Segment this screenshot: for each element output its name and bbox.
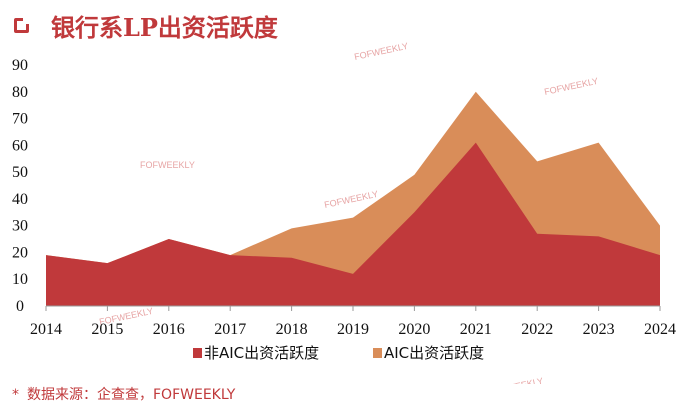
chart-areas <box>46 91 660 307</box>
chart-axes <box>45 305 661 311</box>
y-tick-label: 90 <box>12 57 28 74</box>
y-tick-label: 30 <box>12 218 28 235</box>
watermark-text: FOFWEEKLY <box>140 160 195 170</box>
legend-label-0: 非AIC出资活跃度 <box>204 344 319 362</box>
y-tick-label: 10 <box>12 271 28 288</box>
series-area-0 <box>46 142 660 306</box>
x-tick-label: 2020 <box>398 321 430 338</box>
y-tick-label: 40 <box>12 191 28 208</box>
y-tick-label: 0 <box>16 298 24 315</box>
x-tick-label: 2024 <box>644 321 676 338</box>
x-tick-labels: 2014 2015 2016 2017 2018 2019 2020 2021 2022 2023… <box>30 321 676 338</box>
x-tick-label: 2019 <box>337 321 369 338</box>
y-tick-labels: 0 10 20 30 40 50 60 70 80 90 <box>12 57 28 315</box>
legend-swatch-1 <box>373 348 382 358</box>
x-tick-label: 2014 <box>30 321 62 338</box>
source-mark: * <box>12 387 19 403</box>
y-tick-label: 50 <box>12 164 28 181</box>
y-tick-label: 80 <box>12 84 28 101</box>
x-tick-label: 2018 <box>276 321 308 338</box>
y-tick-label: 70 <box>12 111 28 128</box>
legend-label-1: AIC出资活跃度 <box>384 344 484 362</box>
x-tick-label: 2015 <box>91 321 123 338</box>
source-text: 数据来源：企查查，FOFWEEKLY <box>27 387 236 403</box>
x-tick-label: 2023 <box>583 321 615 338</box>
area-chart: FOFWEEKLYFOFWEEKLYFOFWEEKLYFOFWEEKLYFOFW… <box>12 41 676 384</box>
square-bracket-icon <box>14 15 31 33</box>
source-note: * 数据来源：企查查，FOFWEEKLY <box>12 384 235 404</box>
x-tick-label: 2016 <box>153 321 185 338</box>
legend-swatch-0 <box>193 348 202 358</box>
watermark-text: FOFWEEKLY <box>543 76 599 97</box>
x-tick-label: 2017 <box>214 321 246 338</box>
y-tick-label: 60 <box>12 137 28 154</box>
watermark-text: FOFWEEKLY <box>353 41 409 62</box>
x-tick-label: 2022 <box>521 321 553 338</box>
x-tick-label: 2021 <box>460 321 492 338</box>
legend: 非AIC出资活跃度 AIC出资活跃度 <box>193 344 484 362</box>
header: 银行系LP出资活跃度 <box>14 8 278 42</box>
y-tick-label: 20 <box>12 244 28 261</box>
watermark-text: FOFWEEKLY <box>488 376 544 384</box>
page-title: 银行系LP出资活跃度 <box>51 12 278 42</box>
